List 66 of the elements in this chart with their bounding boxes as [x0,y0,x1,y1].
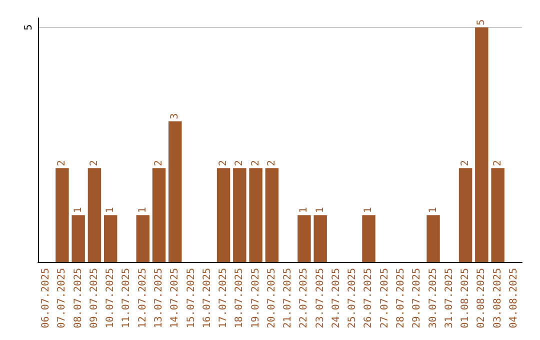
bar [72,215,85,262]
bar [168,121,182,262]
data-label: 1 [298,207,310,214]
bar [362,215,376,262]
bar [298,215,311,262]
x-tick-label: 25.07.2025 [347,268,358,328]
x-tick-label: 22.07.2025 [298,268,310,328]
x-tick-label: 20.07.2025 [266,268,278,328]
x-tick-label: 11.07.2025 [121,268,132,328]
bar [233,168,246,262]
x-tick-label: 04.08.2025 [508,268,520,328]
bar [216,168,230,262]
data-label: 1 [363,207,374,214]
data-label: 2 [154,160,164,166]
x-tick-label: 26.07.2025 [363,268,374,328]
x-tick-label: 02.08.2025 [476,268,488,328]
x-tick-label: 06.07.2025 [40,268,52,328]
bar [314,215,327,262]
x-tick-label: 10.07.2025 [105,268,116,328]
data-label: 1 [105,207,116,214]
data-label: 2 [460,160,472,166]
data-label: 2 [266,160,278,166]
bar [152,168,166,262]
bar [249,168,262,262]
data-label: 1 [72,207,84,214]
data-label: 1 [137,207,148,214]
x-tick-label: 07.07.2025 [56,268,68,328]
data-label: 1 [314,207,326,214]
data-label: 5 [476,19,488,26]
bar [491,168,504,262]
x-tick-label: 14.07.2025 [170,268,181,328]
x-tick-label: 08.07.2025 [72,268,84,328]
bar [475,27,488,262]
x-tick-label: 23.07.2025 [314,268,326,328]
data-label: 2 [250,160,262,166]
x-tick-label: 30.07.2025 [428,268,439,328]
data-label: 2 [218,160,230,166]
x-tick-label: 18.07.2025 [234,268,246,328]
data-label: 2 [492,160,504,166]
x-tick-label: 17.07.2025 [218,268,230,328]
bar [56,168,69,262]
x-tick-label: 21.07.2025 [282,268,294,328]
data-label: 2 [234,160,246,166]
data-label: 3 [170,113,181,120]
x-tick-label: 24.07.2025 [330,268,342,328]
x-tick-label: 27.07.2025 [379,268,390,328]
data-label: 2 [56,160,68,166]
x-tick-label: 13.07.2025 [154,268,164,328]
x-tick-label: 03.08.2025 [492,268,504,328]
data-label: 2 [88,160,100,166]
bar [104,215,118,262]
x-tick-label: 28.07.2025 [396,268,406,328]
x-tick-label: 19.07.2025 [250,268,262,328]
bar [426,215,440,262]
x-tick-label: 29.07.2025 [412,268,423,328]
x-tick-label: 31.07.2025 [444,268,455,328]
bar [458,168,472,262]
bar [265,168,279,262]
data-label: 1 [428,207,439,214]
x-tick-label: 15.07.2025 [186,268,197,328]
x-tick-label: 01.08.2025 [460,268,472,328]
x-tick-label: 12.07.2025 [137,268,148,328]
bar [88,168,102,262]
x-tick-label: 16.07.2025 [202,268,213,328]
bar [136,215,150,262]
x-tick-label: 09.07.2025 [88,268,100,328]
